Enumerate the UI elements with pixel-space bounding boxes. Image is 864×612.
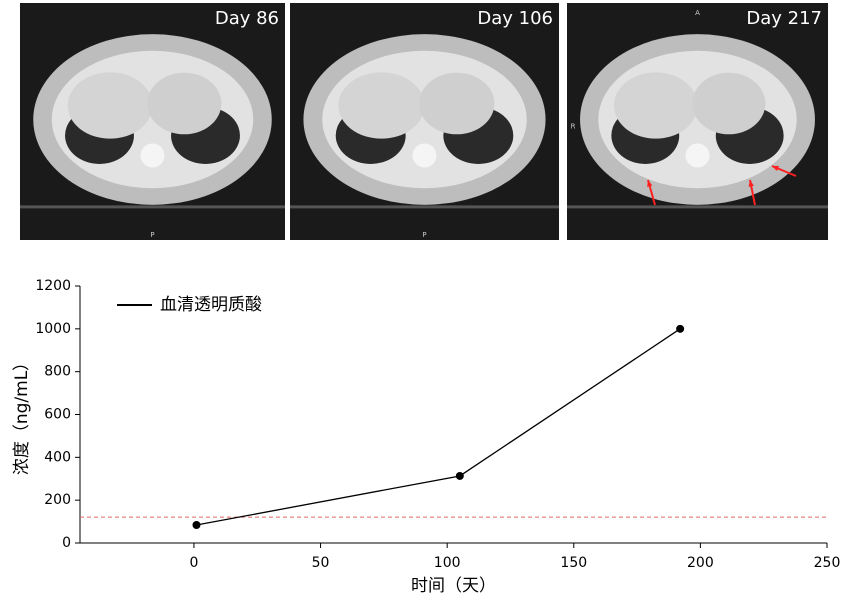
red-arrowhead [772,165,779,171]
liver [67,72,153,139]
legend-label: 血清透明质酸 [160,295,262,315]
x-tick-label: 200 [687,555,714,571]
data-point [455,471,464,480]
ct-image: Day 106 P [290,3,559,240]
orientation-marker: P [422,231,426,239]
ct-image: Day 86 P [20,3,285,240]
red-arrowhead [647,180,653,187]
data-point [192,521,201,530]
x-tick-label: 0 [189,555,198,571]
heart [419,72,495,135]
spine [685,143,710,168]
orientation-marker: P [150,231,154,239]
x-tick-label: 150 [560,555,587,571]
heart [147,72,222,135]
red-arrowhead [748,180,754,187]
spine [412,143,437,168]
liver [338,72,425,139]
image-label: Day 217 [746,8,822,29]
spine [140,143,165,168]
x-tick-label: 250 [814,555,841,571]
x-tick-label: 100 [434,555,461,571]
data-line [196,328,681,526]
orientation-marker: R [571,123,576,131]
y-tick-label: 600 [44,407,71,423]
data-point [676,324,685,333]
y-tick-label: 0 [62,535,71,551]
y-tick-label: 1200 [35,278,71,294]
y-axis-label: 浓度（ng/mL） [12,354,32,475]
ct-image: Day 217 A R [567,3,828,240]
heart [692,72,766,135]
x-axis-label: 时间（天） [411,576,496,596]
image-label: Day 106 [477,8,553,29]
x-tick-label: 50 [312,555,330,571]
y-tick-label: 800 [44,364,71,380]
image-label: Day 86 [215,8,279,29]
y-tick-label: 200 [44,492,71,508]
y-tick-label: 1000 [35,321,71,337]
liver [613,72,698,139]
y-tick-label: 400 [44,449,71,465]
orientation-marker: A [695,9,700,17]
